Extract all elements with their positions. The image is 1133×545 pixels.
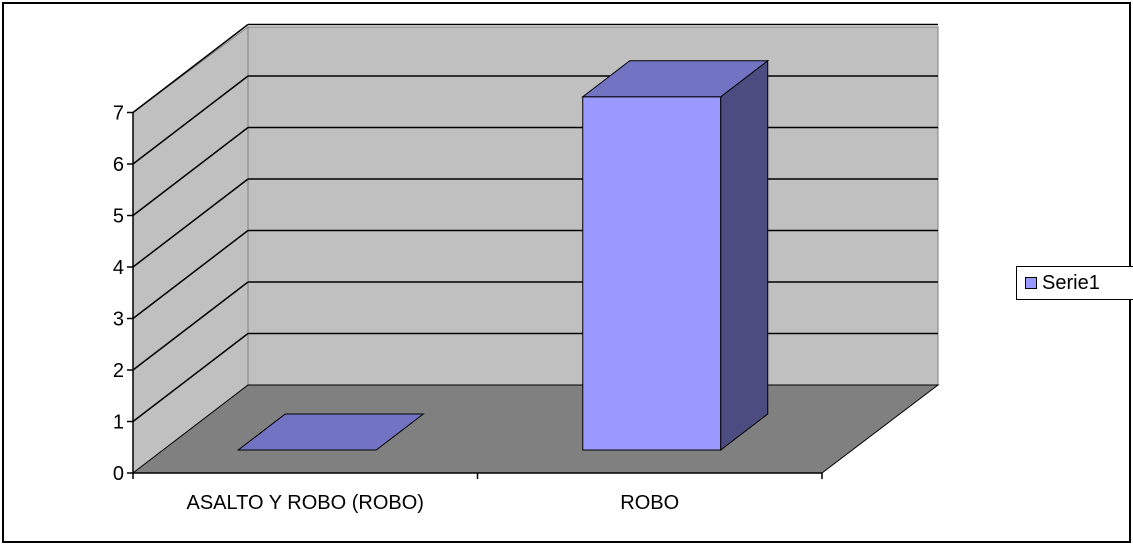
y-tick-label: 4 (113, 257, 124, 279)
floor (131, 384, 940, 474)
legend-swatch-serie1 (1025, 277, 1037, 289)
y-tick-label: 1 (113, 412, 124, 434)
y-tick-label: 2 (113, 360, 124, 382)
bar-top (581, 60, 770, 98)
gridline-side (132, 281, 249, 371)
bar-2 (581, 59, 770, 452)
gridline-side (132, 75, 249, 165)
y-tick-label: 7 (113, 103, 124, 125)
gridline-side (132, 126, 249, 217)
legend-label-serie1: Serie1 (1042, 272, 1100, 294)
bar-top (236, 413, 425, 451)
legend: Serie1 (1016, 266, 1133, 300)
gridline-side (132, 178, 249, 268)
bar-front (582, 96, 722, 451)
gridline-side (132, 23, 249, 114)
bar-1 (236, 413, 425, 451)
bar-side (720, 59, 769, 452)
x-tick-label: ROBO (620, 492, 679, 514)
y-tick-label: 0 (113, 463, 124, 485)
x-tick-label: ASALTO Y ROBO (ROBO) (187, 492, 424, 514)
y-tick-label: 5 (113, 206, 124, 228)
gridline-side (132, 332, 249, 423)
y-tick-label: 6 (113, 154, 124, 176)
y-tick-label: 3 (113, 309, 124, 331)
gridline-side (132, 229, 249, 320)
